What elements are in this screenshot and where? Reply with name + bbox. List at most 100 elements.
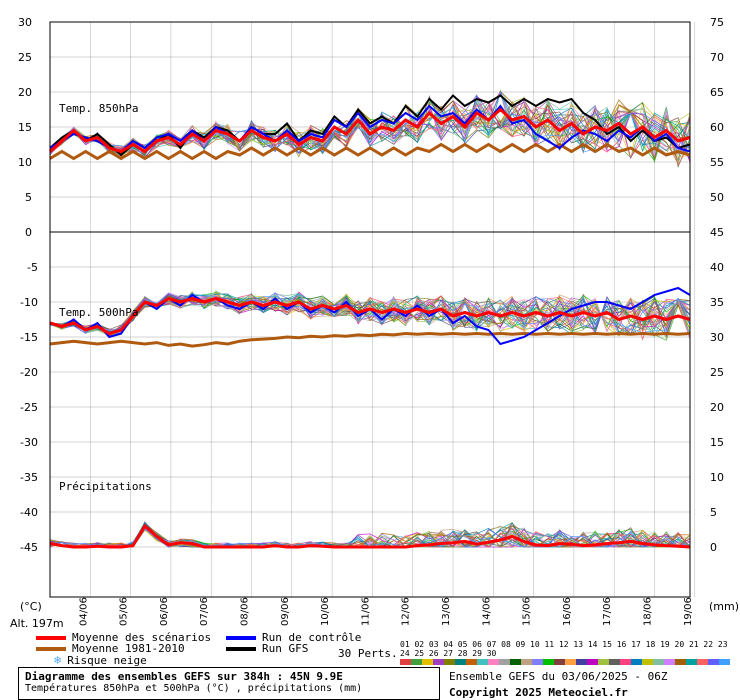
left-tick-label: 0 <box>25 226 32 239</box>
snowflake-icon: ❄ <box>54 653 62 667</box>
left-tick-label: -5 <box>27 261 38 274</box>
right-axis-unit: (mm) <box>709 600 739 613</box>
right-tick-label: 70 <box>710 51 724 64</box>
pert-swatch <box>653 659 664 665</box>
pert-swatch <box>433 659 444 665</box>
right-tick-label: 20 <box>710 401 724 414</box>
right-tick-label: 50 <box>710 191 724 204</box>
pert-swatch <box>543 659 554 665</box>
x-tick-label: 12/06 <box>401 597 412 626</box>
x-tick-label: 09/06 <box>280 597 291 626</box>
pert-swatch <box>466 659 477 665</box>
pert-line-500 <box>49 293 691 334</box>
legend-run-gfs: Run GFS <box>226 642 308 655</box>
pert-swatch <box>620 659 631 665</box>
panel-title-850: Temp. 850hPa <box>59 102 138 115</box>
x-tick-label: 07/06 <box>199 597 210 626</box>
right-tick-label: 15 <box>710 436 724 449</box>
pert-swatch <box>708 659 719 665</box>
footer-title: Diagramme des ensembles GEFS sur 384h : … <box>25 670 343 683</box>
panel-title-precip: Précipitations <box>59 480 152 493</box>
pert-swatch <box>510 659 521 665</box>
right-tick-label: 25 <box>710 366 724 379</box>
left-tick-label: 20 <box>18 86 32 99</box>
pert-swatch <box>686 659 697 665</box>
x-tick-label: 14/06 <box>481 597 492 626</box>
legend-label: Run GFS <box>262 642 309 655</box>
right-tick-label: 45 <box>710 226 724 239</box>
pert-swatch <box>587 659 598 665</box>
x-tick-label: 17/06 <box>602 597 613 626</box>
left-tick-label: 15 <box>18 121 32 134</box>
altitude-label: Alt. 197m <box>10 617 64 630</box>
x-tick-label: 13/06 <box>441 597 452 626</box>
pert-swatch <box>554 659 565 665</box>
pert-swatch <box>488 659 499 665</box>
pert-swatch <box>664 659 675 665</box>
left-tick-label: 10 <box>18 156 32 169</box>
pert-swatch <box>532 659 543 665</box>
left-tick-label: -40 <box>20 506 38 519</box>
right-tick-label: 5 <box>710 506 717 519</box>
pert-swatch <box>444 659 455 665</box>
plot-frame <box>49 21 691 598</box>
pert-swatch <box>521 659 532 665</box>
legend-risque-neige: ❄ Risque neige <box>54 653 147 667</box>
left-tick-label: -20 <box>20 366 38 379</box>
ensemble-info: Ensemble GEFS du 03/06/2025 - 06Z <box>449 670 668 683</box>
clim-line-500 <box>49 331 691 348</box>
x-tick-label: 08/06 <box>240 597 251 626</box>
left-tick-label: -45 <box>20 541 38 554</box>
legend-swatch-black <box>226 647 256 651</box>
mean-line-850 <box>49 107 691 154</box>
legend-perts-numbers: 01 02 03 04 05 06 07 08 09 10 11 12 13 1… <box>400 640 728 658</box>
mean-line-precip <box>49 523 691 549</box>
right-tick-label: 65 <box>710 86 724 99</box>
pert-swatch <box>631 659 642 665</box>
legend-swatch-blue <box>226 636 256 640</box>
control-line-850 <box>49 104 691 153</box>
pert-swatch <box>576 659 587 665</box>
pert-swatch <box>598 659 609 665</box>
legend-label: Risque neige <box>67 654 147 667</box>
legend-perts-label: 30 Perts. <box>338 647 398 660</box>
right-tick-label: 10 <box>710 471 724 484</box>
x-tick-label: 16/06 <box>562 597 573 626</box>
panel-title-500: Temp. 500hPa <box>59 306 138 319</box>
x-tick-label: 06/06 <box>159 597 170 626</box>
copyright: Copyright 2025 Meteociel.fr <box>449 686 628 699</box>
legend-perts-swatches <box>400 650 730 665</box>
pert-swatch <box>565 659 576 665</box>
pert-swatch <box>455 659 466 665</box>
pert-swatch <box>609 659 620 665</box>
left-tick-label: -10 <box>20 296 38 309</box>
right-tick-label: 55 <box>710 156 724 169</box>
pert-swatch <box>499 659 510 665</box>
pert-swatch <box>697 659 708 665</box>
clim-line-850 <box>49 142 691 161</box>
x-tick-label: 04/06 <box>78 597 89 626</box>
right-tick-label: 0 <box>710 541 717 554</box>
left-tick-label: -25 <box>20 401 38 414</box>
footer-subtitle: Températures 850hPa et 500hPa (°C) , pré… <box>25 683 363 694</box>
legend-swatch-brown <box>36 647 66 651</box>
legend-run-controle: Run de contrôle <box>226 631 361 644</box>
main-series <box>49 94 691 549</box>
legend-label: Run de contrôle <box>262 631 362 644</box>
x-tick-label: 10/06 <box>320 597 331 626</box>
pert-line-850 <box>49 90 691 157</box>
left-tick-label: 30 <box>18 16 32 29</box>
pert-swatch <box>422 659 433 665</box>
left-tick-label: -15 <box>20 331 38 344</box>
pert-swatch <box>719 659 730 665</box>
right-tick-label: 40 <box>710 261 724 274</box>
x-tick-label: 19/06 <box>683 597 694 626</box>
x-tick-label: 05/06 <box>119 597 130 626</box>
legend-label: Moyenne des scénarios <box>72 631 212 644</box>
pert-swatch <box>411 659 422 665</box>
legend-moyenne-1981-2010: Moyenne 1981-2010 <box>36 642 185 655</box>
pert-swatch <box>642 659 653 665</box>
left-axis-unit: (°C) <box>20 600 42 613</box>
right-tick-label: 75 <box>710 16 724 29</box>
legend-moyenne-scenarios: Moyenne des scénarios <box>36 631 211 644</box>
